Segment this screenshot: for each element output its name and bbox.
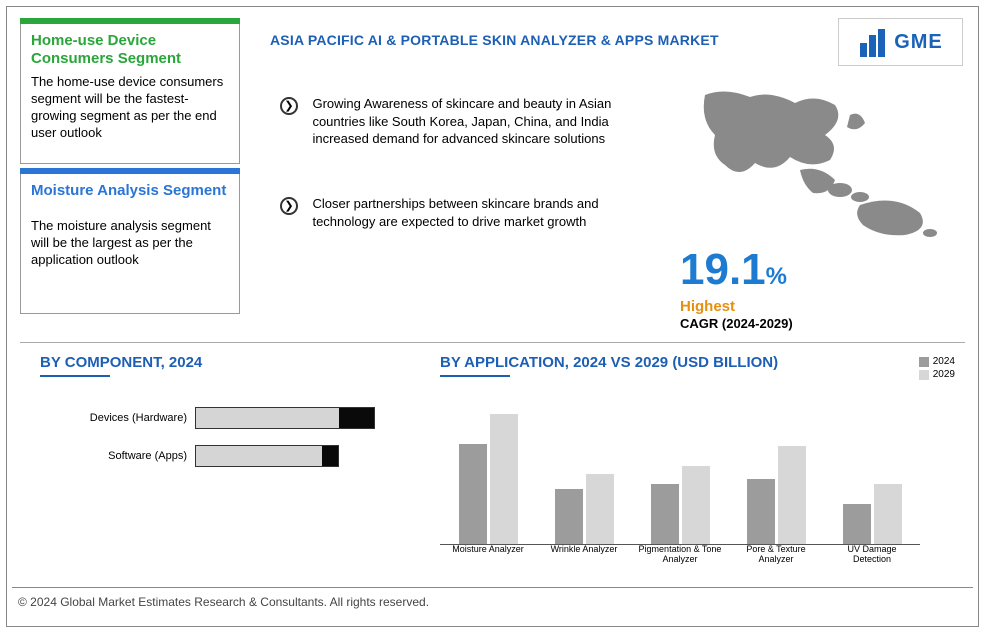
asia-pacific-map — [685, 85, 945, 240]
component-chart: Devices (Hardware) Software (Apps) — [55, 405, 395, 525]
application-bar-2024 — [555, 489, 583, 544]
cagr-pct: % — [766, 263, 787, 290]
bullet-1: ❯ Growing Awareness of skincare and beau… — [280, 95, 662, 148]
application-bar-2024 — [747, 479, 775, 544]
legend-label: 2024 — [933, 356, 955, 367]
application-bar-label: UV Damage Detection — [830, 545, 915, 570]
bullet-2-text: Closer partnerships between skincare bra… — [312, 195, 662, 230]
application-bar-group — [645, 466, 715, 544]
box2-desc: The moisture analysis segment will be th… — [31, 218, 229, 269]
chevron-icon: ❯ — [280, 197, 298, 215]
application-bar-group — [837, 484, 907, 544]
component-bar-label: Devices (Hardware) — [55, 412, 195, 424]
application-bar-2024 — [459, 444, 487, 544]
application-bar-group — [453, 414, 523, 544]
application-bar-2029 — [682, 466, 710, 544]
application-bar-2029 — [778, 446, 806, 544]
component-section-title: BY COMPONENT, 2024 — [40, 354, 202, 377]
copyright: © 2024 Global Market Estimates Research … — [18, 595, 429, 609]
component-bar-row: Software (Apps) — [55, 443, 395, 469]
application-bar-label: Wrinkle Analyzer — [542, 545, 627, 570]
application-bar-group — [741, 446, 811, 544]
application-bar-group — [549, 474, 619, 544]
component-bar-segment — [196, 446, 322, 466]
page-title: ASIA PACIFIC AI & PORTABLE SKIN ANALYZER… — [270, 32, 719, 48]
application-bar-2029 — [586, 474, 614, 544]
cagr-number: 19.1 — [680, 245, 766, 294]
logo-bars-icon — [858, 27, 888, 57]
bottom-divider — [12, 587, 973, 588]
legend-swatch — [919, 370, 929, 380]
application-bar-2029 — [874, 484, 902, 544]
application-chart: Moisture Analyzer Wrinkle Analyzer Pigment… — [440, 395, 920, 570]
legend-label: 2029 — [933, 369, 955, 380]
box1-desc: The home-use device consumers segment wi… — [31, 74, 229, 142]
divider — [20, 342, 965, 343]
legend-swatch — [919, 357, 929, 367]
application-bar-label: Pore & Texture Analyzer — [734, 545, 819, 570]
underline — [440, 375, 510, 377]
box2-title: Moisture Analysis Segment — [31, 182, 229, 200]
logo-text: GME — [894, 31, 943, 54]
box1-title: Home-use Device Consumers Segment — [31, 32, 229, 68]
segment-box-2: Moisture Analysis Segment The moisture a… — [20, 174, 240, 314]
application-section-title: BY APPLICATION, 2024 VS 2029 (USD BILLIO… — [440, 354, 778, 377]
application-title-text: BY APPLICATION, 2024 VS 2029 (USD BILLIO… — [440, 354, 778, 371]
component-bar-segment — [322, 446, 338, 466]
cagr-highest: Highest — [680, 298, 735, 315]
chevron-icon: ❯ — [280, 97, 298, 115]
application-bar-2029 — [490, 414, 518, 544]
application-bar-label: Moisture Analyzer — [446, 545, 531, 570]
bullet-1-text: Growing Awareness of skincare and beauty… — [312, 95, 662, 148]
component-title-text: BY COMPONENT, 2024 — [40, 354, 202, 371]
segment-box-1: Home-use Device Consumers Segment The ho… — [20, 24, 240, 164]
application-bar-label: Pigmentation & Tone Analyzer — [638, 545, 723, 570]
cagr-value: 19.1% — [680, 245, 787, 295]
application-legend: 2024 2029 — [919, 356, 955, 382]
bullet-2: ❯ Closer partnerships between skincare b… — [280, 195, 662, 230]
container: Home-use Device Consumers Segment The ho… — [0, 0, 985, 633]
component-bar-segment — [196, 408, 339, 428]
component-bar — [195, 445, 339, 467]
component-bar-label: Software (Apps) — [55, 450, 195, 462]
component-bar-segment — [339, 408, 374, 428]
application-bar-2024 — [651, 484, 679, 544]
application-bar-2024 — [843, 504, 871, 544]
legend-item: 2029 — [919, 369, 955, 380]
component-bar-row: Devices (Hardware) — [55, 405, 395, 431]
legend-item: 2024 — [919, 356, 955, 367]
application-labels: Moisture Analyzer Wrinkle Analyzer Pigment… — [440, 545, 920, 570]
underline — [40, 375, 110, 377]
gme-logo: GME — [838, 18, 963, 66]
cagr-label: CAGR (2024-2029) — [680, 316, 793, 331]
component-bar — [195, 407, 375, 429]
application-bars — [440, 404, 920, 544]
